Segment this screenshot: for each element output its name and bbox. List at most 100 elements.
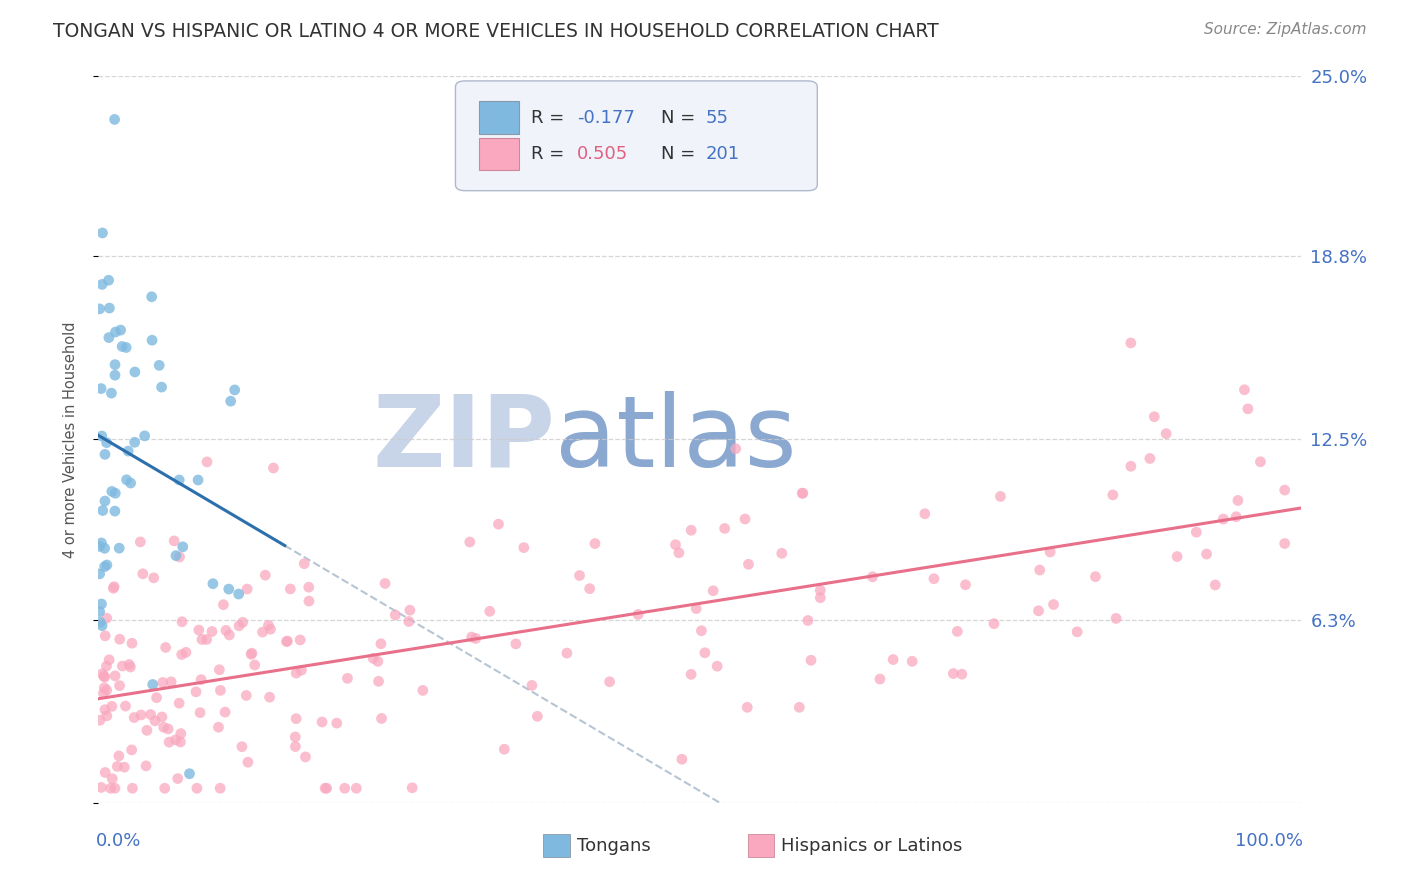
Point <box>797 614 820 628</box>
Point <box>114 699 136 714</box>
Point <box>93 541 115 556</box>
Point <box>104 368 127 383</box>
Point <box>284 730 307 744</box>
Point <box>922 572 945 586</box>
Point <box>90 536 112 550</box>
Point <box>129 535 152 549</box>
Point <box>89 566 111 581</box>
Point <box>412 683 434 698</box>
Point <box>148 359 170 373</box>
Point <box>513 541 536 555</box>
Text: ZIP: ZIP <box>373 391 555 488</box>
Point <box>191 632 214 647</box>
Point <box>808 583 831 598</box>
Point <box>1105 611 1128 625</box>
Point <box>157 735 180 749</box>
Point <box>89 540 111 554</box>
Point <box>292 557 315 571</box>
Point <box>111 339 134 353</box>
Point <box>103 581 125 595</box>
Text: 0.0%: 0.0% <box>96 832 142 850</box>
Point <box>219 394 242 409</box>
Point <box>215 624 238 638</box>
Point <box>1166 549 1188 564</box>
FancyBboxPatch shape <box>543 834 569 857</box>
Point <box>1233 383 1256 397</box>
Point <box>276 634 298 648</box>
Text: R =: R = <box>531 109 571 127</box>
Point <box>170 615 193 629</box>
Point <box>165 732 187 747</box>
Point <box>1039 545 1062 559</box>
Text: -0.177: -0.177 <box>576 109 634 127</box>
Point <box>278 582 301 596</box>
Point <box>706 659 728 673</box>
Point <box>167 473 190 487</box>
Point <box>713 521 735 535</box>
Point <box>94 765 117 780</box>
Point <box>1226 493 1249 508</box>
Point <box>259 690 281 705</box>
Point <box>1274 536 1296 550</box>
Point <box>882 652 904 666</box>
Point <box>218 582 240 596</box>
Point <box>121 636 143 650</box>
Point <box>1195 547 1218 561</box>
Point <box>89 301 111 316</box>
Point <box>668 546 690 560</box>
Point <box>184 685 207 699</box>
Point <box>124 365 146 379</box>
Point <box>190 673 212 687</box>
Point <box>228 587 250 601</box>
Point <box>1119 335 1142 350</box>
Text: Hispanics or Latinos: Hispanics or Latinos <box>782 837 963 855</box>
Point <box>169 735 191 749</box>
Point <box>104 504 127 518</box>
Text: 201: 201 <box>706 145 740 163</box>
Point <box>488 517 510 532</box>
Point <box>284 739 307 754</box>
Point <box>276 634 298 648</box>
Point <box>117 444 139 458</box>
Point <box>737 558 759 572</box>
Point <box>685 601 707 615</box>
Point <box>101 772 124 786</box>
Point <box>153 781 176 796</box>
Point <box>460 630 482 644</box>
Point <box>155 640 177 655</box>
Point <box>290 663 312 677</box>
Point <box>236 755 259 769</box>
Point <box>108 632 131 647</box>
Point <box>110 323 132 337</box>
FancyBboxPatch shape <box>456 81 817 191</box>
Point <box>254 568 277 582</box>
Point <box>257 618 280 632</box>
Point <box>195 455 218 469</box>
Point <box>792 486 814 500</box>
Point <box>142 571 165 585</box>
Point <box>112 760 135 774</box>
Point <box>101 699 124 714</box>
Point <box>195 632 218 647</box>
Text: Tongans: Tongans <box>576 837 651 855</box>
Point <box>1042 598 1064 612</box>
Point <box>93 669 115 683</box>
Point <box>170 648 193 662</box>
Point <box>314 781 336 796</box>
Point <box>94 703 117 717</box>
Point <box>135 759 157 773</box>
Point <box>693 646 716 660</box>
Point <box>1119 459 1142 474</box>
Point <box>240 646 263 660</box>
Point <box>124 435 146 450</box>
Point <box>103 580 125 594</box>
Point <box>326 716 349 731</box>
Point <box>104 358 127 372</box>
Point <box>370 637 392 651</box>
Point <box>212 598 235 612</box>
Point <box>115 473 138 487</box>
Text: atlas: atlas <box>555 391 797 488</box>
Point <box>98 301 121 315</box>
Point <box>464 632 486 646</box>
Point <box>96 435 118 450</box>
